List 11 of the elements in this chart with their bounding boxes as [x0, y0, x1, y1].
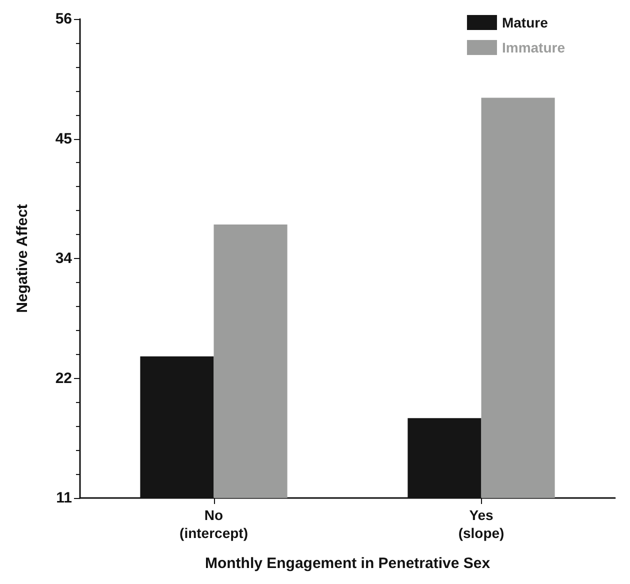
y-axis-title: Negative Affect	[14, 204, 31, 313]
y-tick-label: 11	[56, 490, 72, 506]
x-tick-label: Yes (slope)	[458, 507, 504, 541]
legend-label: Immature	[502, 40, 566, 56]
x-axis-title: Monthly Engagement in Penetrative Sex	[204, 555, 491, 572]
y-tick-label: 56	[55, 10, 72, 28]
y-tick-label: 22	[55, 370, 72, 387]
y-tick-label: 45	[55, 130, 72, 148]
y-tick-label: 34	[55, 250, 73, 267]
x-tick-label: No (intercept)	[180, 507, 248, 541]
legend-label: Mature	[502, 14, 548, 30]
